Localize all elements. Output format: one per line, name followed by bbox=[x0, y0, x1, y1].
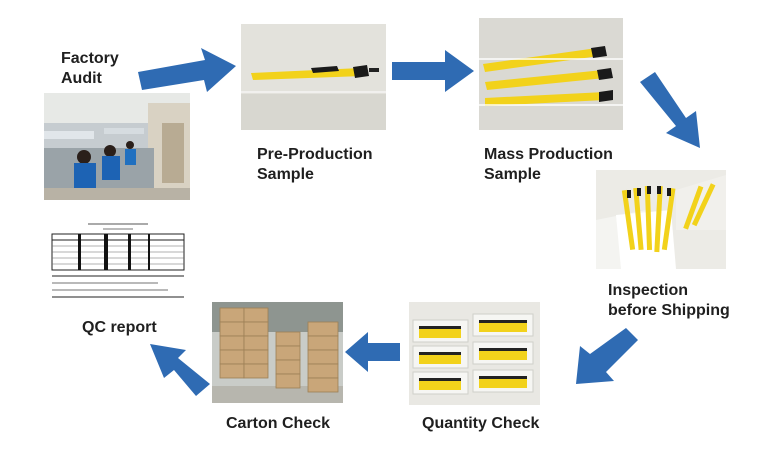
inspection-photo bbox=[596, 170, 726, 269]
mass-production-label: Mass Production Sample bbox=[484, 146, 613, 183]
factory-audit-photo bbox=[44, 93, 190, 200]
carton-check-label: Carton Check bbox=[226, 415, 331, 432]
arrow-mass-to-inspection bbox=[640, 72, 700, 148]
qc-report-document bbox=[48, 220, 188, 304]
qc-report-label: QC report bbox=[82, 319, 157, 336]
arrow-preproduction-to-mass bbox=[392, 50, 474, 92]
arrow-inspection-to-quantity bbox=[576, 328, 638, 384]
quantity-check-photo bbox=[409, 302, 540, 405]
pre-production-photo bbox=[241, 24, 386, 130]
arrow-quantity-to-carton bbox=[345, 332, 400, 372]
inspection-label: Inspection before Shipping bbox=[608, 282, 730, 319]
mass-production-photo bbox=[479, 18, 623, 130]
pre-production-label: Pre-Production Sample bbox=[257, 146, 373, 183]
arrow-carton-to-qcreport bbox=[150, 344, 210, 396]
arrow-audit-to-preproduction bbox=[138, 48, 236, 92]
factory-audit-label: Factory Audit bbox=[61, 50, 119, 87]
quantity-check-label: Quantity Check bbox=[422, 415, 540, 432]
carton-check-photo bbox=[212, 302, 343, 403]
